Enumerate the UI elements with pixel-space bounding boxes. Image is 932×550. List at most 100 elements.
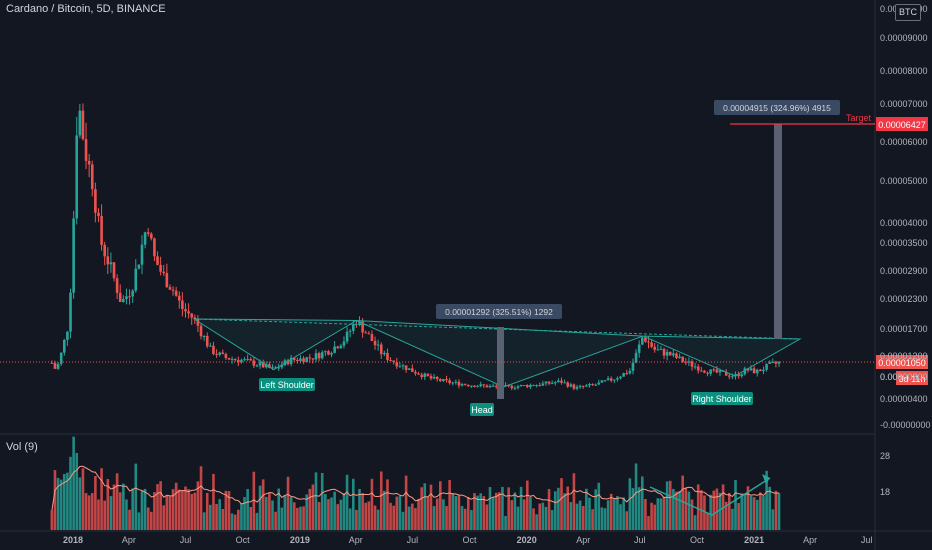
- candle-body: [72, 218, 75, 293]
- candle-body: [305, 357, 308, 363]
- price-tick-label: 0.00004000: [880, 218, 928, 228]
- candle-body: [740, 374, 744, 377]
- candle-body: [252, 360, 256, 366]
- candle-body: [429, 376, 433, 379]
- volume-bar: [230, 513, 234, 530]
- candle-body: [529, 384, 532, 388]
- currency-badge[interactable]: BTC: [895, 4, 921, 21]
- candle-body: [613, 379, 616, 381]
- candle-body: [398, 366, 402, 368]
- candle-body: [759, 369, 762, 372]
- volume-bar: [494, 492, 498, 530]
- candle-body: [557, 380, 560, 383]
- volume-bar: [435, 498, 439, 530]
- volume-bar: [718, 492, 722, 530]
- volume-bar: [519, 486, 523, 530]
- volume-bar: [479, 493, 482, 530]
- candle-body: [510, 385, 514, 389]
- volume-bar: [703, 495, 706, 530]
- price-tick-label: -0.00000000: [880, 420, 931, 430]
- candle-body: [522, 385, 526, 387]
- volume-bar: [379, 471, 383, 530]
- candle-body: [703, 370, 706, 373]
- volume-bar: [746, 486, 750, 530]
- volume-bar: [731, 508, 734, 530]
- candle-body: [274, 367, 277, 369]
- candle-body: [392, 360, 395, 363]
- time-axis[interactable]: 2018 Apr Jul Oct 2019 Apr Jul Oct 2020 Apr Jul Oct 2…: [63, 535, 872, 545]
- right-shoulder-label: Right Shoulder: [692, 394, 752, 404]
- volume-bar: [678, 490, 681, 530]
- left-shoulder-label-bg: [259, 378, 315, 391]
- volume-bar: [190, 493, 194, 530]
- volume-bar: [404, 475, 408, 530]
- volume-bar: [118, 492, 122, 530]
- volume-bar: [557, 487, 560, 530]
- candle-body: [560, 380, 563, 383]
- volume-bar: [473, 493, 476, 530]
- volume-bar: [755, 499, 759, 530]
- candle-body: [625, 373, 629, 375]
- volume-bar: [283, 495, 287, 530]
- volume-bar: [516, 506, 520, 530]
- price-tick-label: 0.00005000: [880, 176, 928, 186]
- candle-body: [75, 135, 79, 219]
- volume-bar: [94, 476, 97, 530]
- candle-body: [485, 385, 489, 388]
- candle-body: [718, 370, 722, 373]
- candle-body: [420, 374, 423, 378]
- volume-bar: [644, 498, 647, 530]
- volume-bar: [314, 472, 318, 530]
- candle-body: [659, 348, 663, 350]
- candle-body: [575, 386, 579, 389]
- candle-body: [727, 375, 731, 377]
- candle-body: [268, 364, 271, 368]
- volume-bar: [470, 510, 473, 530]
- volume-bar: [87, 495, 91, 530]
- volume-bar: [389, 502, 392, 530]
- candle-body: [212, 345, 215, 355]
- candle-body: [94, 189, 97, 213]
- candle-body: [131, 290, 134, 297]
- volume-bar: [414, 508, 417, 530]
- volume-bar: [327, 499, 330, 530]
- candle-body: [752, 368, 756, 374]
- volume-bar: [333, 491, 336, 530]
- candle-body: [491, 385, 495, 387]
- volume-bar: [743, 493, 747, 530]
- volume-bar: [373, 505, 377, 530]
- candle-body: [724, 371, 728, 376]
- volume-bar: [569, 502, 573, 530]
- candle-body: [255, 365, 259, 367]
- volume-bar: [286, 476, 290, 530]
- candle-body: [622, 373, 625, 377]
- candle-body: [569, 384, 573, 387]
- volume-bar: [193, 492, 197, 530]
- candle-body: [712, 369, 716, 371]
- volume-bar: [541, 502, 545, 530]
- candle-body: [106, 256, 110, 265]
- volume-bar: [90, 493, 94, 530]
- candle-body: [504, 384, 507, 386]
- candle-body: [706, 372, 709, 374]
- volume-bar: [97, 499, 100, 530]
- candle-body: [662, 348, 666, 356]
- volume-bar: [411, 503, 414, 530]
- volume-bar: [507, 487, 510, 530]
- volume-bar: [656, 498, 660, 530]
- volume-bar: [526, 480, 529, 530]
- candle-body: [109, 262, 113, 265]
- candle-body: [218, 352, 221, 355]
- volume-bar: [777, 492, 781, 530]
- candle-body: [731, 376, 734, 378]
- volume-bar: [156, 484, 159, 530]
- volume-bar: [364, 502, 368, 530]
- candle-body: [196, 318, 200, 326]
- volume-bar: [311, 484, 315, 530]
- candle-body: [700, 370, 703, 372]
- volume-bar: [271, 500, 274, 530]
- candle-body: [351, 324, 355, 331]
- candle-body: [97, 212, 100, 216]
- head-label: Head: [471, 405, 493, 415]
